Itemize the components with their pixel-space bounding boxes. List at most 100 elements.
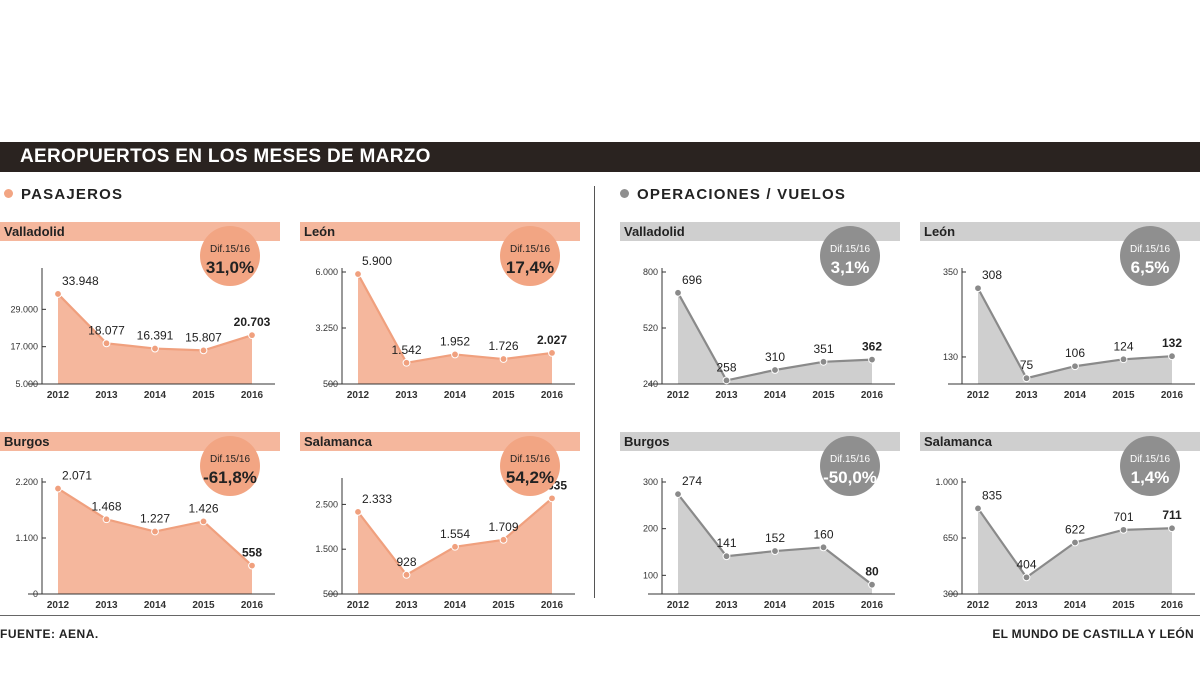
pasajeros-salamanca-value-label: 1.709 bbox=[488, 520, 518, 534]
pasajeros-leon-xtick-label: 2015 bbox=[492, 390, 515, 401]
pasajeros-valladolid-svg: Valladolid 5.000 17.000 29.000 2012 2013 2014 2… bbox=[0, 222, 280, 401]
operaciones-burgos-point bbox=[674, 490, 682, 499]
section-operaciones: OPERACIONES / VUELOS bbox=[620, 186, 846, 203]
operaciones-leon-value-label: 106 bbox=[1065, 346, 1085, 360]
operaciones-burgos-badge bbox=[820, 436, 880, 496]
pasajeros-burgos-value-label: 1.227 bbox=[140, 512, 170, 526]
pasajeros-valladolid-xtick-label: 2015 bbox=[192, 390, 215, 401]
operaciones-burgos-svg: Burgos 100 200 300 2012 2013 2014 2015 2016 274 14… bbox=[620, 432, 900, 611]
pasajeros-valladolid-xtick-label: 2013 bbox=[95, 390, 118, 401]
pasajeros-valladolid-value-label: 33.948 bbox=[62, 274, 99, 288]
pasajeros-leon-xtick-label: 2016 bbox=[541, 390, 564, 401]
pasajeros-valladolid-xtick-label: 2014 bbox=[144, 390, 167, 401]
pasajeros-leon-point bbox=[354, 270, 362, 278]
operaciones-salamanca-ytick-label: 650 bbox=[943, 533, 958, 543]
operaciones-burgos-value-label: 141 bbox=[716, 536, 736, 550]
pasajeros-burgos-point bbox=[151, 527, 159, 536]
pasajeros-burgos-badge-value: -61,8% bbox=[203, 468, 257, 487]
operaciones-salamanca-xtick-label: 2014 bbox=[1064, 600, 1087, 611]
operaciones-burgos-value-label: 80 bbox=[865, 565, 879, 579]
operaciones-leon-point bbox=[1168, 352, 1176, 361]
pasajeros-burgos-ytick-label: 2.200 bbox=[15, 477, 38, 487]
pasajeros-leon-badge-value: 17,4% bbox=[506, 258, 554, 277]
pasajeros-valladolid-badge-value: 31,0% bbox=[206, 258, 254, 277]
chart-pasajeros-salamanca: Salamanca 500 1.500 2.500 2012 2013 2014 2015 20… bbox=[300, 432, 585, 611]
operaciones-burgos-badge-value: -50,0% bbox=[823, 468, 877, 487]
operaciones-valladolid-point bbox=[819, 357, 828, 366]
operaciones-valladolid-point bbox=[771, 366, 779, 374]
pasajeros-burgos-badge bbox=[200, 436, 260, 496]
footer-credit: EL MUNDO DE CASTILLA Y LEÓN bbox=[992, 627, 1194, 641]
pasajeros-burgos-point bbox=[102, 515, 111, 524]
operaciones-burgos-point bbox=[868, 580, 876, 589]
pasajeros-valladolid-xtick-label: 2016 bbox=[241, 390, 264, 401]
operaciones-burgos-xtick-label: 2015 bbox=[812, 600, 835, 611]
operaciones-leon-value-label: 132 bbox=[1162, 336, 1182, 350]
operaciones-leon-point bbox=[1071, 362, 1079, 371]
pasajeros-salamanca-title: Salamanca bbox=[304, 434, 373, 449]
pasajeros-valladolid-ytick-label: 17.000 bbox=[10, 342, 38, 352]
pasajeros-salamanca-point bbox=[402, 570, 411, 579]
operaciones-salamanca-point bbox=[974, 504, 982, 513]
pasajeros-leon-point bbox=[402, 358, 411, 367]
pasajeros-burgos-value-label: 1.468 bbox=[91, 499, 121, 513]
pasajeros-valladolid-point bbox=[199, 346, 208, 355]
operaciones-valladolid-ytick-label: 800 bbox=[643, 267, 658, 277]
pasajeros-salamanca-xtick-label: 2015 bbox=[492, 600, 515, 611]
pasajeros-burgos-badge-label: Dif.15/16 bbox=[210, 454, 250, 465]
operaciones-salamanca-xtick-label: 2015 bbox=[1112, 600, 1135, 611]
operaciones-burgos-value-label: 274 bbox=[682, 474, 702, 488]
pasajeros-valladolid-value-label: 18.077 bbox=[88, 323, 125, 337]
pasajeros-valladolid-ytick-label: 5.000 bbox=[15, 379, 38, 389]
pasajeros-burgos-ytick-label: 1.100 bbox=[15, 533, 38, 543]
operaciones-valladolid-value-label: 362 bbox=[862, 340, 882, 354]
chart-operaciones-burgos: Burgos 100 200 300 2012 2013 2014 2015 2016 274 14… bbox=[620, 432, 905, 611]
pasajeros-valladolid-point bbox=[54, 290, 62, 298]
pasajeros-salamanca-value-label: 1.554 bbox=[440, 527, 470, 541]
pasajeros-leon-value-label: 5.900 bbox=[362, 254, 392, 268]
page-title: AEROPUERTOS EN LOS MESES DE MARZO bbox=[20, 146, 431, 167]
operaciones-valladolid-point bbox=[722, 376, 731, 385]
pasajeros-leon-badge bbox=[500, 226, 560, 286]
pasajeros-leon-point bbox=[451, 350, 459, 359]
operaciones-valladolid-xtick-label: 2012 bbox=[667, 390, 690, 401]
pasajeros-burgos-point bbox=[199, 517, 208, 526]
operaciones-burgos-value-label: 160 bbox=[813, 527, 833, 541]
operaciones-salamanca-value-label: 404 bbox=[1016, 557, 1036, 571]
pasajeros-salamanca-value-label: 2.333 bbox=[362, 492, 392, 506]
pasajeros-valladolid-point bbox=[248, 331, 256, 340]
footer-rule bbox=[0, 615, 1200, 616]
pasajeros-valladolid-badge-label: Dif.15/16 bbox=[210, 244, 250, 255]
operaciones-salamanca-value-label: 701 bbox=[1113, 510, 1133, 524]
pasajeros-burgos-xtick-label: 2012 bbox=[47, 600, 70, 611]
section-divider bbox=[594, 186, 595, 598]
operaciones-valladolid-badge-label: Dif.15/16 bbox=[830, 244, 870, 255]
pasajeros-salamanca-point bbox=[354, 507, 362, 516]
operaciones-leon-ytick-label: 130 bbox=[943, 352, 958, 362]
pasajeros-leon-value-label: 2.027 bbox=[537, 333, 567, 347]
operaciones-leon-value-label: 124 bbox=[1113, 339, 1133, 353]
section-pasajeros: PASAJEROS bbox=[4, 186, 123, 203]
operaciones-valladolid-xtick-label: 2014 bbox=[764, 390, 787, 401]
operaciones-salamanca-area bbox=[978, 508, 1172, 594]
pasajeros-burgos-xtick-label: 2016 bbox=[241, 600, 264, 611]
operaciones-salamanca-point bbox=[1022, 573, 1031, 582]
pasajeros-salamanca-point bbox=[451, 542, 459, 551]
pasajeros-valladolid-title: Valladolid bbox=[4, 224, 65, 239]
operaciones-burgos-ytick-label: 200 bbox=[643, 524, 658, 534]
pasajeros-valladolid-xtick-label: 2012 bbox=[47, 390, 70, 401]
operaciones-valladolid-value-label: 258 bbox=[716, 360, 736, 374]
pasajeros-salamanca-ytick-label: 2.500 bbox=[315, 499, 338, 509]
operaciones-salamanca-title: Salamanca bbox=[924, 434, 993, 449]
pasajeros-salamanca-area bbox=[358, 498, 552, 594]
operaciones-salamanca-point bbox=[1071, 538, 1079, 547]
pasajeros-burgos-point bbox=[248, 561, 256, 570]
operaciones-burgos-point bbox=[819, 543, 828, 552]
chart-operaciones-leon: León 130 350 2012 2013 2014 2015 2016 308 75 106 12… bbox=[920, 222, 1200, 401]
operaciones-salamanca-value-label: 835 bbox=[982, 488, 1002, 502]
chart-operaciones-salamanca: Salamanca 300 650 1.000 2012 2013 2014 2015 2016… bbox=[920, 432, 1200, 611]
operaciones-burgos-point bbox=[771, 547, 779, 555]
